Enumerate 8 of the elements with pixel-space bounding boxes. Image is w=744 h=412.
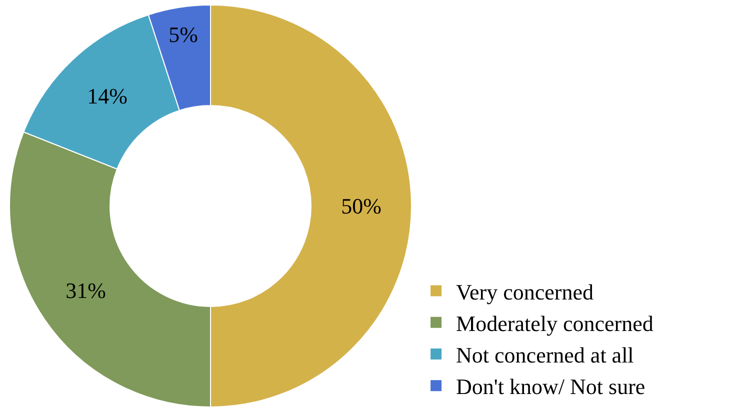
legend-label: Moderately concerned xyxy=(456,310,654,336)
legend-label: Very concerned xyxy=(456,279,594,304)
data-label: 5% xyxy=(168,22,198,47)
data-label: 50% xyxy=(341,194,382,218)
data-label: 14% xyxy=(87,84,128,109)
legend-label: Not concerned at all xyxy=(456,342,634,368)
legend-label: Don't know/ Not sure xyxy=(456,374,646,400)
data-label: 31% xyxy=(66,278,106,304)
